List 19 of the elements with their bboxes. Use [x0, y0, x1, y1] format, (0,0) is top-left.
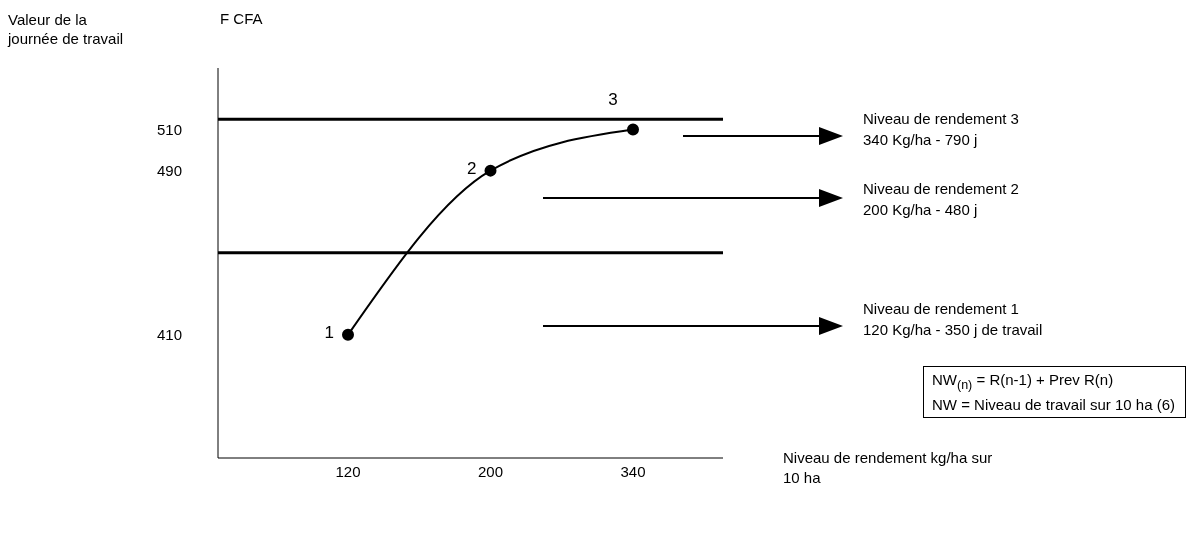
annotation: 1 — [324, 322, 334, 342]
x-tick-label: 200 — [477, 462, 504, 480]
y-axis-title: Valeur de la journée de travail — [8, 10, 125, 48]
text: Niveau de rendement 2 200 Kg/ha - 480 j — [863, 179, 1019, 220]
text: Niveau de rendement 3 340 Kg/ha - 790 j — [863, 109, 1019, 150]
annotation: 2 — [467, 158, 477, 178]
text: Niveau de rendement 1 120 Kg/ha - 350 j de travail — [863, 299, 1043, 340]
x-tick-label: 340 — [620, 462, 646, 480]
y-tick-label: 410 — [156, 326, 182, 344]
annotation: 3 — [608, 89, 618, 109]
x-axis-title: Niveau de rendement kg/ha sur 10 ha — [783, 448, 994, 488]
x-tick-label: 120 — [335, 462, 361, 480]
y-tick-label: 510 — [156, 120, 182, 138]
y-tick-label: 490 — [156, 161, 182, 179]
point — [484, 164, 497, 177]
point — [342, 328, 354, 341]
point — [627, 123, 639, 136]
text: NW$_{(n)}$ = R(n-1) + Prev R(n) NW = Niveau de travail sur 10 ha (6) — [923, 366, 1186, 418]
text: F CFA — [220, 10, 263, 27]
